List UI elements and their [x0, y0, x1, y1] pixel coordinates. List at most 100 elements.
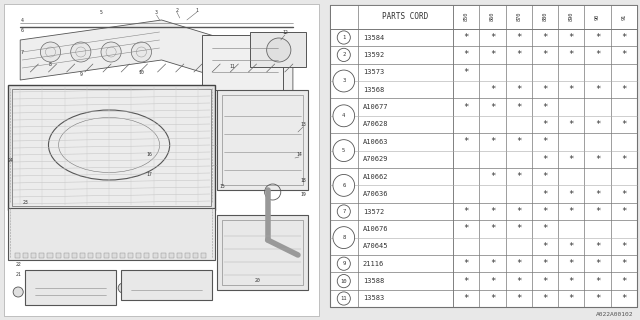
Text: *: * [568, 33, 574, 42]
Text: 7: 7 [20, 50, 24, 54]
Text: 90: 90 [595, 14, 600, 20]
Text: *: * [542, 207, 548, 216]
Text: 3: 3 [342, 78, 346, 84]
Text: *: * [568, 242, 574, 251]
Bar [201, 253, 206, 258]
Text: 4: 4 [20, 18, 24, 22]
Text: *: * [621, 155, 627, 164]
Text: 21: 21 [15, 273, 21, 277]
Text: *: * [490, 224, 495, 233]
Bar [63, 253, 68, 258]
Text: *: * [516, 50, 522, 60]
Text: *: * [490, 207, 495, 216]
Text: *: * [595, 207, 600, 216]
Text: *: * [568, 294, 574, 303]
Text: 8: 8 [49, 62, 52, 68]
Circle shape [333, 140, 355, 162]
Text: 10: 10 [340, 279, 347, 284]
Text: 6: 6 [20, 28, 24, 33]
Bar [96, 253, 101, 258]
Text: *: * [595, 85, 600, 94]
Circle shape [337, 48, 350, 61]
Text: 870: 870 [516, 12, 521, 21]
Text: *: * [595, 294, 600, 303]
Text: 880: 880 [543, 12, 547, 21]
Text: 13568: 13568 [363, 87, 384, 93]
Circle shape [337, 257, 350, 270]
Text: *: * [568, 207, 574, 216]
Text: A70628: A70628 [363, 122, 388, 127]
Bar [222, 95, 303, 185]
Text: *: * [516, 276, 522, 285]
Text: *: * [516, 207, 522, 216]
Circle shape [13, 287, 23, 297]
Text: 20: 20 [255, 277, 260, 283]
Text: *: * [542, 50, 548, 60]
Bar [185, 253, 190, 258]
Text: *: * [516, 294, 522, 303]
Text: *: * [621, 189, 627, 199]
Text: 13572: 13572 [363, 209, 384, 214]
Text: *: * [490, 172, 495, 181]
Text: 91: 91 [621, 14, 626, 20]
Bar [128, 253, 133, 258]
Text: *: * [542, 103, 548, 112]
Circle shape [267, 38, 291, 62]
Text: 13584: 13584 [363, 35, 384, 41]
Text: *: * [595, 259, 600, 268]
Text: 9: 9 [342, 261, 346, 266]
Text: 11: 11 [340, 296, 347, 301]
Bar [250, 32, 306, 67]
Text: 18: 18 [300, 178, 306, 182]
Text: PARTS CORD: PARTS CORD [383, 12, 429, 21]
Text: A10663: A10663 [363, 139, 388, 145]
Text: 13592: 13592 [363, 52, 384, 58]
Text: *: * [595, 242, 600, 251]
Text: *: * [621, 207, 627, 216]
Text: 15: 15 [220, 183, 225, 188]
Text: *: * [490, 137, 495, 146]
Bar [330, 5, 637, 29]
Circle shape [337, 205, 350, 218]
Circle shape [118, 283, 128, 293]
Text: *: * [621, 50, 627, 60]
Text: *: * [595, 276, 600, 285]
Text: 2: 2 [342, 52, 346, 57]
Bar [8, 85, 215, 210]
Text: *: * [568, 85, 574, 94]
Text: 12: 12 [282, 30, 288, 36]
Circle shape [333, 70, 355, 92]
Text: 16: 16 [147, 153, 152, 157]
Text: 11: 11 [229, 65, 235, 69]
Bar [217, 215, 308, 290]
Text: *: * [463, 50, 469, 60]
Text: *: * [621, 33, 627, 42]
Text: *: * [568, 259, 574, 268]
Bar [56, 253, 61, 258]
Text: 4: 4 [342, 113, 346, 118]
Text: 890: 890 [569, 12, 573, 21]
Circle shape [333, 174, 355, 196]
Text: *: * [490, 259, 495, 268]
Text: A10676: A10676 [363, 226, 388, 232]
Text: *: * [490, 50, 495, 60]
Text: *: * [542, 155, 548, 164]
Bar [193, 253, 198, 258]
Text: *: * [568, 155, 574, 164]
Text: *: * [568, 50, 574, 60]
Bar [72, 253, 77, 258]
Text: A70636: A70636 [363, 191, 388, 197]
Text: A70645: A70645 [363, 243, 388, 249]
Text: 13573: 13573 [363, 69, 384, 75]
Bar [8, 208, 215, 260]
Text: *: * [621, 276, 627, 285]
Bar [40, 253, 44, 258]
Text: *: * [516, 172, 522, 181]
Text: 13583: 13583 [363, 295, 384, 301]
Text: *: * [516, 33, 522, 42]
Text: 8: 8 [342, 235, 346, 240]
Text: *: * [542, 172, 548, 181]
Text: *: * [621, 85, 627, 94]
Text: *: * [595, 120, 600, 129]
Text: 14: 14 [296, 153, 302, 157]
